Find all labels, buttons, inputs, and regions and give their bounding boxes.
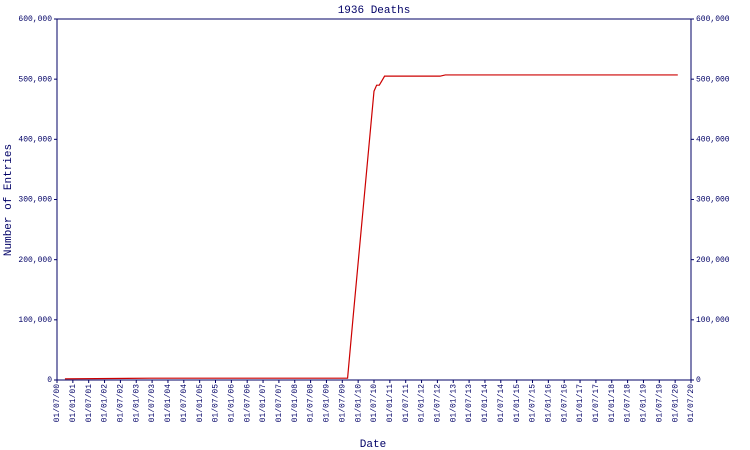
y-axis-label: Number of Entries [3,144,15,256]
x-tick-label: 01/07/03 [148,384,157,423]
x-tick-label: 01/07/15 [529,384,538,423]
y2-tick-label: 500,000 [696,75,730,84]
x-tick-label: 01/07/09 [338,384,347,423]
x-tick-label: 01/01/08 [291,384,300,423]
x-tick-label: 01/01/17 [576,384,585,423]
y-tick-label: 0 [47,376,52,385]
x-tick-label: 01/07/08 [307,384,316,423]
chart-title: 1936 Deaths [338,5,411,17]
x-tick-label: 01/07/07 [275,384,284,423]
x-tick-label: 01/07/04 [180,384,189,423]
x-tick-label: 01/01/01 [69,384,78,423]
x-tick-label: 01/07/05 [212,384,221,423]
x-tick-label: 01/07/00 [53,384,62,423]
y-tick-label: 400,000 [18,135,52,144]
x-tick-label: 01/01/09 [323,384,332,423]
x-tick-label: 01/07/17 [592,384,601,423]
y-tick-label: 300,000 [18,196,52,205]
x-tick-label: 01/01/13 [449,384,458,423]
x-tick-label: 01/01/11 [386,384,395,423]
x-tick-label: 01/01/19 [640,384,649,423]
x-tick-label: 01/01/10 [354,384,363,423]
x-tick-label: 01/07/14 [497,384,506,423]
x-tick-label: 01/07/13 [465,384,474,423]
y2-tick-label: 300,000 [696,196,730,205]
x-tick-label: 01/07/02 [117,384,126,423]
y2-tick-label: 600,000 [696,15,730,24]
x-tick-label: 01/01/12 [418,384,427,423]
y-tick-label: 500,000 [18,75,52,84]
y-tick-label: 100,000 [18,316,52,325]
data-line [64,74,678,380]
x-tick-label: 01/07/10 [370,384,379,423]
x-tick-label: 01/07/11 [402,384,411,423]
y2-tick-label: 200,000 [696,256,730,265]
x-tick-label: 01/01/14 [481,384,490,423]
y2-tick-label: 100,000 [696,316,730,325]
x-tick-label: 01/01/15 [513,384,522,423]
x-tick-label: 01/01/20 [671,384,680,423]
x-tick-label: 01/07/12 [434,384,443,423]
x-tick-label: 01/01/07 [259,384,268,423]
x-tick-label: 01/01/03 [132,384,141,423]
x-tick-label: 01/01/02 [101,384,110,423]
x-tick-label: 01/07/01 [85,384,94,423]
x-tick-label: 01/01/06 [227,384,236,423]
x-tick-label: 01/07/16 [560,384,569,423]
x-tick-label: 01/01/05 [196,384,205,423]
x-tick-label: 01/07/18 [624,384,633,423]
x-tick-label: 01/01/04 [164,384,173,423]
x-axis-label: Date [360,439,386,450]
y-tick-label: 200,000 [18,256,52,265]
x-tick-label: 01/01/16 [544,384,553,423]
x-tick-label: 01/07/20 [687,384,696,423]
x-tick-label: 01/07/19 [655,384,664,423]
y2-tick-label: 400,000 [696,135,730,144]
plot-frame [56,18,692,381]
x-tick-label: 01/01/18 [608,384,617,423]
y-tick-label: 600,000 [18,15,52,24]
y2-tick-label: 0 [696,376,701,385]
x-tick-label: 01/07/06 [243,384,252,423]
